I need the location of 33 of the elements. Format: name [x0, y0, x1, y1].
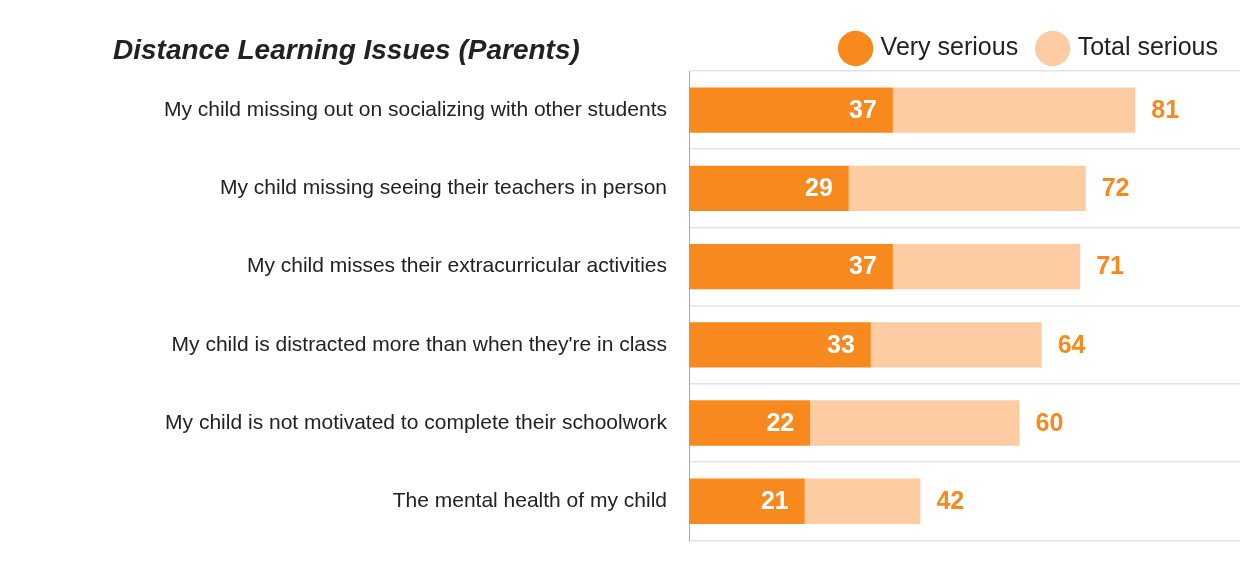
- bar: [870, 322, 1042, 368]
- bar: [689, 165, 849, 212]
- data-label: 37: [849, 251, 877, 280]
- total-label: 42: [936, 486, 965, 515]
- y-tick-label: My child missing out on socializing with other students: [163, 96, 667, 120]
- total-label: 64: [1057, 329, 1086, 358]
- y-tick-label: My child missing seeing their teachers in person: [219, 175, 667, 199]
- bar: [892, 243, 1081, 290]
- total-label: 71: [1096, 251, 1125, 280]
- total-label: 81: [1151, 95, 1180, 124]
- bar: [810, 400, 1020, 446]
- y-tick-label: My child is not motivated to complete their schoolwork: [165, 409, 668, 433]
- legend-label: Very serious: [880, 32, 1019, 61]
- bar: [689, 243, 893, 290]
- legend-label: Total serious: [1077, 32, 1219, 61]
- bar: [689, 400, 811, 446]
- bar: [892, 87, 1136, 133]
- data-label: 21: [760, 486, 789, 515]
- text: Distance Learning Issues (Parents): [113, 34, 580, 66]
- data-label: 22: [766, 407, 795, 436]
- bar: [689, 87, 893, 133]
- y-tick-label: The mental health of my child: [392, 488, 667, 512]
- bar: [689, 322, 871, 368]
- y-tick-label: My child is distracted more than when they're in class: [171, 331, 667, 355]
- data-label: 33: [827, 329, 855, 358]
- data-label: 37: [849, 95, 877, 124]
- bar: [848, 165, 1086, 212]
- bar: [689, 478, 805, 524]
- total-label: 72: [1101, 173, 1130, 202]
- data-label: 29: [804, 173, 833, 202]
- total-label: 60: [1035, 407, 1064, 436]
- bar: [804, 478, 921, 524]
- y-tick-label: My child misses their extracurricular activities: [246, 253, 667, 277]
